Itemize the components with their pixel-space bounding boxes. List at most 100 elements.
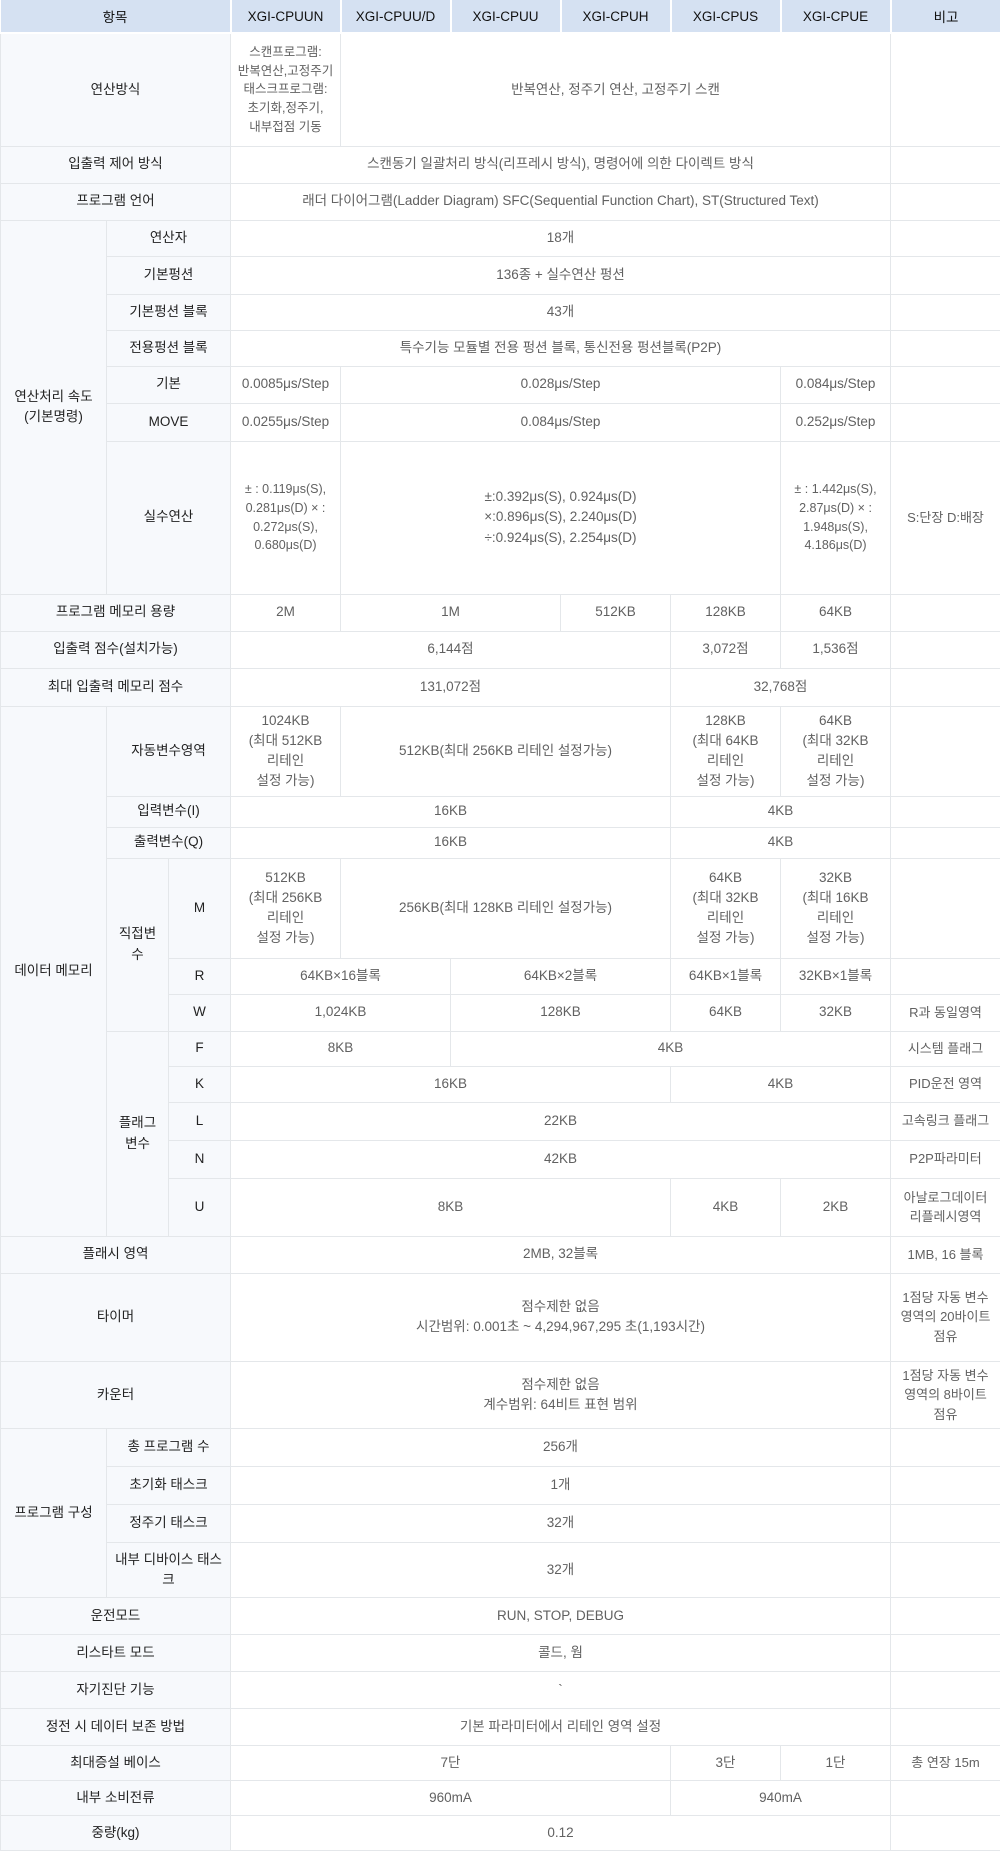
row-label: 연산방식	[1, 33, 231, 146]
value-cell: 래더 다이어그램(Ladder Diagram) SFC(Sequential …	[231, 183, 891, 220]
value-cell: 4KB	[671, 1178, 781, 1236]
remark-cell: 1점당 자동 변수 영역의 8바이트 점유	[891, 1361, 1000, 1429]
value-cell: 3,072점	[671, 631, 781, 668]
value-cell: 0.084μs/Step	[341, 403, 781, 441]
value-cell: 64KB	[781, 594, 891, 631]
value-cell: 16KB	[231, 796, 671, 827]
value-cell: 512KB(최대 256KB 리테인 설정가능)	[341, 706, 671, 796]
remark-cell	[891, 330, 1000, 366]
row-label: 입출력 점수(설치가능)	[1, 631, 231, 668]
row-label: 타이머	[1, 1273, 231, 1361]
row-label: 입출력 제어 방식	[1, 146, 231, 183]
row-label: W	[169, 994, 231, 1031]
value-cell: 1024KB (최대 512KB 리테인 설정 가능)	[231, 706, 341, 796]
value-cell: 42KB	[231, 1140, 891, 1178]
value-cell: 22KB	[231, 1102, 891, 1140]
value-cell: 32개	[231, 1505, 891, 1543]
row-label: 총 프로그램 수	[107, 1429, 231, 1467]
row-label: 기본펑션	[107, 256, 231, 294]
row-label: 중량(kg)	[1, 1816, 231, 1851]
remark-cell	[891, 1429, 1000, 1467]
row-label: 최대증설 베이스	[1, 1746, 231, 1781]
table-row: 자기진단 기능`	[1, 1672, 1000, 1709]
col-header-xgi-cpue: XGI-CPUE	[781, 0, 891, 33]
row-label: 자동변수영역	[107, 706, 231, 796]
value-cell: 16KB	[231, 1066, 671, 1102]
value-cell: 0.0255μs/Step	[231, 403, 341, 441]
value-cell: 512KB (최대 256KB 리테인 설정 가능)	[231, 858, 341, 958]
remark-cell	[891, 403, 1000, 441]
remark-cell: 1점당 자동 변수 영역의 20바이트 점유	[891, 1273, 1000, 1361]
value-cell: 136종 + 실수연산 펑션	[231, 256, 891, 294]
value-cell: 64KB×1블록	[671, 958, 781, 994]
row-label: N	[169, 1140, 231, 1178]
remark-cell	[891, 631, 1000, 668]
remark-cell	[891, 294, 1000, 330]
value-cell: 32KB×1블록	[781, 958, 891, 994]
value-cell: 64KB (최대 32KB 리테인 설정 가능)	[781, 706, 891, 796]
row-group-label: 데이터 메모리	[1, 706, 107, 1236]
remark-cell	[891, 1598, 1000, 1635]
remark-cell	[891, 220, 1000, 256]
row-label: 입력변수(I)	[107, 796, 231, 827]
remark-cell	[891, 366, 1000, 403]
value-cell: 131,072점	[231, 668, 671, 706]
row-label: 프로그램 메모리 용량	[1, 594, 231, 631]
value-cell: 0.252μs/Step	[781, 403, 891, 441]
value-cell: 7단	[231, 1746, 671, 1781]
remark-cell: 총 연장 15m	[891, 1746, 1000, 1781]
value-cell: 1,536점	[781, 631, 891, 668]
row-label: 카운터	[1, 1361, 231, 1429]
value-cell: 256개	[231, 1429, 891, 1467]
value-cell: 128KB	[451, 994, 671, 1031]
value-cell: ± : 1.442μs(S), 2.87μs(D) × : 1.948μs(S)…	[781, 441, 891, 594]
value-cell: 4KB	[451, 1031, 891, 1066]
value-cell: 4KB	[671, 827, 891, 858]
value-cell: 8KB	[231, 1178, 671, 1236]
value-cell: 1,024KB	[231, 994, 451, 1031]
remark-cell: 1MB, 16 블록	[891, 1236, 1000, 1273]
remark-cell	[891, 1816, 1000, 1851]
remark-cell	[891, 33, 1000, 146]
row-label: 전용펑션 블록	[107, 330, 231, 366]
remark-cell	[891, 958, 1000, 994]
value-cell: 16KB	[231, 827, 671, 858]
row-label: 플래시 영역	[1, 1236, 231, 1273]
row-label: 운전모드	[1, 1598, 231, 1635]
remark-cell	[891, 1709, 1000, 1746]
value-cell: 콜드, 웜	[231, 1635, 891, 1672]
value-cell: 64KB (최대 32KB 리테인 설정 가능)	[671, 858, 781, 958]
value-cell: 3단	[671, 1746, 781, 1781]
row-label: 정전 시 데이터 보존 방법	[1, 1709, 231, 1746]
row-label: L	[169, 1102, 231, 1140]
value-cell: 18개	[231, 220, 891, 256]
remark-cell: 고속링크 플래그	[891, 1102, 1000, 1140]
remark-cell	[891, 146, 1000, 183]
remark-cell	[891, 1543, 1000, 1598]
row-label: R	[169, 958, 231, 994]
value-cell: 64KB	[671, 994, 781, 1031]
value-cell: 4KB	[671, 1066, 891, 1102]
remark-cell	[891, 1505, 1000, 1543]
value-cell: 32KB	[781, 994, 891, 1031]
